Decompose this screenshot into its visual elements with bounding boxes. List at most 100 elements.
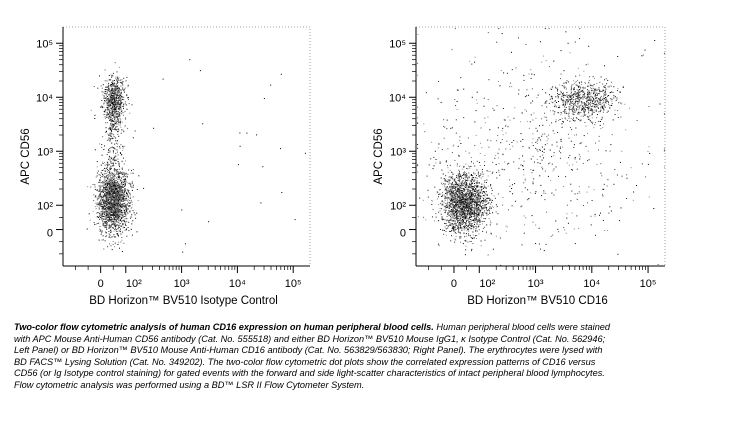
event-dot (459, 165, 461, 167)
event-dot (122, 223, 123, 225)
event-dot (465, 174, 467, 176)
event-dot (108, 214, 110, 215)
event-dot (580, 94, 582, 96)
event-dot (483, 218, 485, 219)
event-dot (99, 75, 100, 77)
event-dot (108, 113, 110, 115)
event-dot (107, 182, 109, 184)
event-dot (112, 205, 114, 207)
event-dot (260, 202, 262, 204)
event-dot (573, 117, 574, 119)
event-dot (460, 215, 462, 216)
event-dot (599, 124, 601, 126)
event-dot (117, 89, 119, 91)
event-dot (464, 203, 466, 205)
event-dot (576, 92, 578, 94)
event-dot (110, 168, 112, 170)
event-dot (121, 212, 123, 214)
event-dot (445, 175, 447, 177)
event-dot (92, 184, 94, 185)
event-dot (116, 86, 118, 87)
event-dot (119, 90, 120, 92)
event-dot (99, 203, 101, 205)
event-dot (112, 75, 114, 77)
event-dot (111, 128, 113, 130)
event-dot (110, 194, 112, 196)
event-dot (105, 186, 107, 188)
event-dot (109, 155, 111, 157)
event-dot (566, 103, 568, 105)
event-dot (127, 203, 129, 204)
event-dot (143, 187, 145, 189)
event-dot (118, 217, 120, 219)
event-dot (101, 189, 103, 191)
event-dot (579, 96, 581, 98)
event-dot (115, 97, 117, 99)
event-dot (593, 93, 595, 94)
event-dot (465, 203, 467, 205)
event-dot (98, 195, 100, 197)
event-dot (127, 196, 129, 197)
event-dot (575, 96, 577, 97)
event-dot (105, 177, 107, 179)
event-dot (99, 193, 101, 195)
event-dot (113, 217, 115, 219)
event-dot (585, 114, 587, 116)
event-dot (471, 192, 473, 194)
event-dot (124, 202, 126, 204)
event-dot (458, 169, 460, 171)
event-dot (573, 88, 575, 90)
event-dot (110, 237, 112, 239)
event-dot (106, 122, 108, 124)
event-dot (459, 208, 461, 210)
event-dot (464, 189, 466, 191)
event-dot (481, 186, 483, 187)
event-dot (460, 195, 462, 197)
event-dot (459, 236, 461, 238)
event-dot (112, 182, 114, 184)
event-dot (116, 208, 118, 210)
event-dot (127, 190, 129, 192)
event-dot (461, 183, 463, 185)
event-dot (449, 185, 451, 187)
event-dot (136, 212, 138, 214)
event-dot (106, 107, 108, 109)
event-dot (473, 211, 475, 213)
event-dot (606, 83, 608, 85)
event-dot (574, 98, 576, 100)
event-dot (116, 193, 118, 195)
event-dot (471, 212, 473, 214)
event-dot (466, 197, 468, 199)
event-dot (592, 85, 594, 87)
event-dot (107, 100, 109, 102)
event-dot (115, 87, 117, 89)
event-dot (572, 112, 574, 114)
event-dot (458, 179, 460, 181)
event-dot (111, 221, 113, 223)
event-dot (121, 193, 122, 195)
event-dot (117, 212, 119, 214)
event-dot (109, 157, 111, 159)
event-dot (602, 83, 604, 85)
event-dot (479, 189, 481, 191)
event-dot (473, 237, 475, 239)
event-dot (615, 100, 617, 101)
event-dot (108, 105, 110, 107)
event-dot (106, 229, 108, 230)
event-dot (586, 98, 588, 100)
event-dot (464, 202, 466, 204)
event-dot (119, 124, 121, 126)
event-dot (111, 113, 113, 114)
event-dot (114, 121, 116, 123)
event-dot (475, 215, 477, 217)
event-dot (454, 212, 456, 214)
event-dot (453, 227, 455, 228)
event-dot (558, 107, 560, 109)
event-dot (111, 214, 113, 216)
event-dot (128, 103, 130, 105)
event-dot (118, 135, 120, 137)
event-dot (117, 196, 119, 198)
event-dot (102, 180, 104, 182)
event-dot (578, 94, 580, 96)
event-dot (489, 206, 491, 208)
